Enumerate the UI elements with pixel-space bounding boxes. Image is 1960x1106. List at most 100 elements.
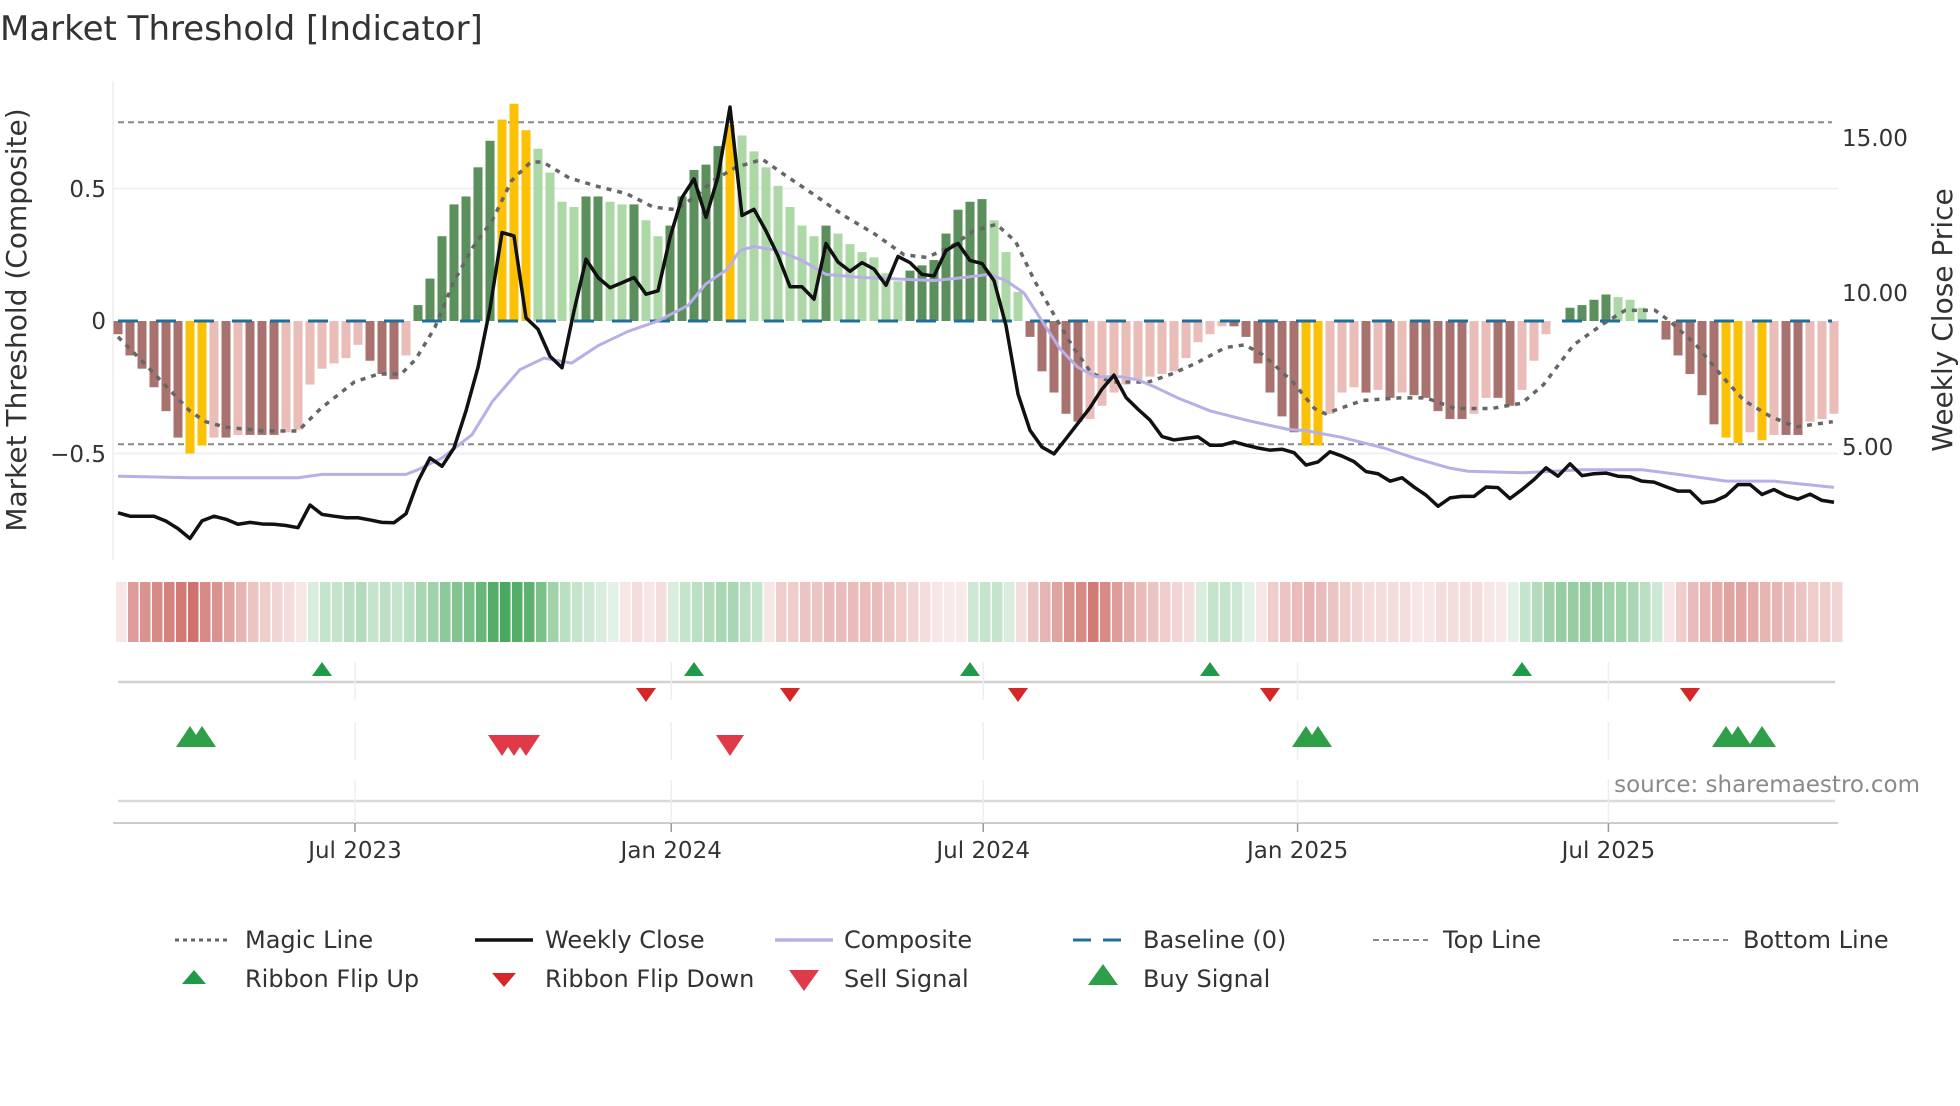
ribbon-cell xyxy=(236,582,247,642)
y-tick-left: 0.5 xyxy=(69,177,106,203)
histogram-bar xyxy=(1793,321,1803,435)
histogram-bar xyxy=(1589,299,1599,321)
histogram-bar xyxy=(617,204,627,321)
histogram-bar xyxy=(377,321,387,374)
histogram-bar xyxy=(485,140,495,321)
ribbon-cell xyxy=(824,582,835,642)
ribbon-cell xyxy=(1784,582,1795,642)
histogram-bar xyxy=(725,124,735,322)
histogram-bar xyxy=(1301,321,1311,446)
source-credit: source: sharemaestro.com xyxy=(1614,772,1920,798)
legend-top-label: Top Line xyxy=(1442,926,1541,954)
ribbon-cell xyxy=(1772,582,1783,642)
histogram-bar xyxy=(437,236,447,321)
histogram-bar xyxy=(1445,321,1455,420)
ribbon-cell xyxy=(872,582,883,642)
ribbon-cell xyxy=(1172,582,1183,642)
ribbon-cell xyxy=(1244,582,1255,642)
legend-composite-label: Composite xyxy=(844,926,972,954)
ribbon-strip xyxy=(116,582,1843,642)
histogram-bar xyxy=(605,201,615,321)
histogram-bar xyxy=(269,321,279,435)
ribbon-cell xyxy=(1724,582,1735,642)
ribbon-cell xyxy=(476,582,487,642)
histogram-bar xyxy=(881,273,891,321)
ribbon-cell xyxy=(1496,582,1507,642)
histogram-bar xyxy=(305,321,315,385)
ribbon-cell xyxy=(1316,582,1327,642)
ribbon-cell xyxy=(644,582,655,642)
ribbon-cell xyxy=(1064,582,1075,642)
histogram-bar xyxy=(1673,321,1683,356)
ribbon-cell xyxy=(1520,582,1531,642)
legend-buy-label: Buy Signal xyxy=(1143,965,1270,993)
histogram-bar xyxy=(1565,307,1575,321)
histogram-bar xyxy=(413,305,423,321)
legend-sell-icon xyxy=(789,970,819,991)
ribbon-cell xyxy=(1220,582,1231,642)
grid-layer xyxy=(112,81,1838,560)
histogram-bar xyxy=(761,167,771,321)
ribbon-cell xyxy=(752,582,763,642)
ribbon-cell xyxy=(1112,582,1123,642)
y-tick-left: −0.5 xyxy=(50,442,106,468)
histogram-bar xyxy=(1253,321,1263,364)
ribbon-cell xyxy=(1016,582,1027,642)
ribbon-cell xyxy=(884,582,895,642)
ribbon-cell xyxy=(392,582,403,642)
ribbon-cell xyxy=(128,582,139,642)
histogram-bar xyxy=(461,196,471,321)
ribbon-cell xyxy=(1232,582,1243,642)
legend-buy-icon xyxy=(1088,964,1118,985)
ribbon-cell xyxy=(152,582,163,642)
ribbon-cell xyxy=(908,582,919,642)
ribbon-cell xyxy=(1136,582,1147,642)
ribbon-cell xyxy=(1208,582,1219,642)
ribbon-cell xyxy=(968,582,979,642)
histogram-bar xyxy=(785,207,795,321)
ribbon-cell xyxy=(296,582,307,642)
ribbon-cell xyxy=(416,582,427,642)
histogram-bar xyxy=(1385,321,1395,398)
ribbon-cell xyxy=(716,582,727,642)
composite-line xyxy=(117,245,1835,489)
ribbon-cell xyxy=(1484,582,1495,642)
histogram-bar xyxy=(113,321,123,335)
histogram-bar xyxy=(1133,321,1143,380)
histogram-bar xyxy=(1121,321,1131,385)
histogram-bar xyxy=(1505,321,1515,406)
y-axis-label-right: Weekly Close Price xyxy=(1926,188,1959,451)
ribbon-cell xyxy=(1556,582,1567,642)
histogram-bar xyxy=(1685,321,1695,374)
histogram-bar xyxy=(1001,252,1011,321)
histogram-bar xyxy=(977,199,987,321)
ribbon-cell xyxy=(1088,582,1099,642)
histogram-bar xyxy=(1625,299,1635,321)
ribbon-cell xyxy=(224,582,235,642)
ribbon-flip-down-marker xyxy=(780,688,800,702)
ribbon-cell xyxy=(944,582,955,642)
ribbon-flip-down-marker xyxy=(1680,688,1700,702)
ribbon-cell xyxy=(668,582,679,642)
ribbon-cell xyxy=(608,582,619,642)
histogram-bar xyxy=(365,321,375,361)
histogram-bar xyxy=(953,209,963,321)
histogram-bar xyxy=(1241,321,1251,337)
ribbon-cell xyxy=(1748,582,1759,642)
histogram-bar xyxy=(1601,294,1611,321)
ribbon-cell xyxy=(1256,582,1267,642)
ribbon-cell xyxy=(1820,582,1831,642)
ribbon-cell xyxy=(1712,582,1723,642)
histogram-bar xyxy=(197,321,207,446)
histogram-bar xyxy=(137,321,147,369)
ribbon-cell xyxy=(584,582,595,642)
ribbon-cell xyxy=(1568,582,1579,642)
histogram-bar xyxy=(941,233,951,321)
histogram-bar xyxy=(245,321,255,435)
ribbon-cell xyxy=(836,582,847,642)
buy-signal-marker xyxy=(1304,726,1332,747)
histogram-bar xyxy=(1073,321,1083,422)
ribbon-cell xyxy=(956,582,967,642)
histogram-bar xyxy=(1109,321,1119,393)
ribbon-cell xyxy=(404,582,415,642)
